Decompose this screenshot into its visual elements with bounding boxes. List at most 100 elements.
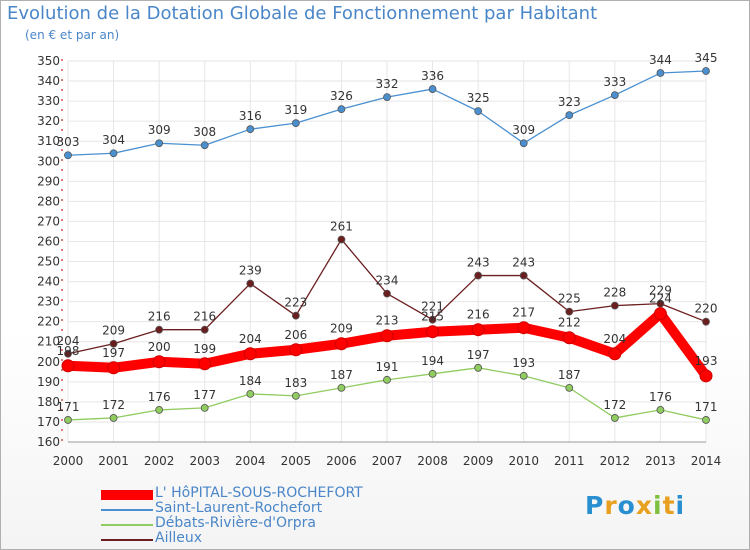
data-label-d-bats-rivi-re-d-orpra: 172 — [603, 398, 626, 412]
data-point-saint-laurent-rochefort — [337, 105, 346, 114]
data-label-saint-laurent-rochefort: 344 — [649, 53, 672, 67]
legend-item-saint-laurent-rochefort: Saint-Laurent-Rochefort — [101, 500, 441, 517]
y-tick-label: 170 — [37, 415, 60, 429]
y-tick-label: 240 — [37, 275, 60, 289]
data-label-saint-laurent-rochefort: 345 — [695, 51, 718, 65]
data-label-ailleux: 216 — [193, 310, 216, 324]
y-tick-label: 230 — [37, 295, 60, 309]
data-label-l-h-pital-sous-rochefort: 206 — [284, 328, 307, 342]
data-label-ailleux: 204 — [57, 334, 80, 348]
data-point-ailleux — [702, 317, 710, 326]
data-point-l-h-pital-sous-rochefort — [243, 347, 257, 361]
y-tick-label: 190 — [37, 375, 60, 389]
y-tick-label: 180 — [37, 395, 60, 409]
y-tick-label: 260 — [37, 234, 60, 248]
data-point-ailleux — [291, 311, 300, 320]
data-label-l-h-pital-sous-rochefort: 213 — [376, 314, 399, 328]
x-tick-label: 2011 — [554, 454, 585, 468]
y-tick-label: 330 — [37, 94, 60, 108]
data-point-l-h-pital-sous-rochefort — [152, 355, 166, 369]
data-point-d-bats-rivi-re-d-orpra — [200, 404, 209, 412]
proxiti-logo: Proxiti — [585, 491, 685, 520]
chart-legend: L' HôPITAL-SOUS-ROCHEFORT Saint-Laurent-R… — [101, 485, 441, 547]
data-label-d-bats-rivi-re-d-orpra: 171 — [57, 400, 80, 414]
x-tick-label: 2003 — [189, 454, 220, 468]
data-point-saint-laurent-rochefort — [474, 107, 483, 116]
data-label-saint-laurent-rochefort: 308 — [193, 125, 216, 139]
logo-letter: r — [604, 491, 618, 520]
data-point-d-bats-rivi-re-d-orpra — [474, 363, 483, 372]
legend-swatch — [101, 489, 153, 500]
data-point-l-h-pital-sous-rochefort — [426, 325, 440, 339]
legend-label: L' HôPITAL-SOUS-ROCHEFORT — [155, 485, 363, 501]
data-point-l-h-pital-sous-rochefort — [653, 307, 667, 321]
data-point-ailleux — [519, 271, 528, 280]
data-point-ailleux — [64, 349, 72, 358]
data-label-l-h-pital-sous-rochefort: 224 — [649, 292, 672, 306]
data-label-saint-laurent-rochefort: 326 — [330, 89, 353, 103]
logo-letter: x — [635, 491, 653, 520]
data-point-saint-laurent-rochefort — [428, 85, 437, 93]
legend-item-ailleux: Ailleux — [101, 530, 441, 547]
legend-label: Saint-Laurent-Rochefort — [155, 500, 323, 516]
data-label-ailleux: 229 — [649, 284, 672, 298]
data-label-l-h-pital-sous-rochefort: 204 — [603, 332, 626, 346]
y-tick-label: 320 — [37, 114, 60, 128]
logo-letter: i — [675, 491, 686, 520]
data-point-l-h-pital-sous-rochefort — [61, 359, 75, 373]
data-label-d-bats-rivi-re-d-orpra: 172 — [102, 398, 125, 412]
data-point-d-bats-rivi-re-d-orpra — [383, 375, 391, 384]
x-tick-label: 2004 — [235, 454, 266, 468]
data-point-ailleux — [200, 325, 209, 334]
x-tick-label: 2008 — [417, 454, 448, 468]
y-tick-label: 280 — [37, 194, 60, 208]
data-label-l-h-pital-sous-rochefort: 217 — [512, 306, 535, 320]
data-label-ailleux: 216 — [148, 310, 171, 324]
legend-item-l-h-pital-sous-rochefort: L' HôPITAL-SOUS-ROCHEFORT — [101, 485, 441, 502]
data-point-ailleux — [337, 235, 346, 244]
data-point-l-h-pital-sous-rochefort — [562, 331, 576, 345]
data-point-saint-laurent-rochefort — [610, 91, 619, 99]
line-chart: 160 170 180 190 200 210 220 230 240 250 260 270 280 2… — [37, 51, 722, 468]
data-point-saint-laurent-rochefort — [565, 111, 574, 120]
data-label-l-h-pital-sous-rochefort: 216 — [467, 308, 490, 322]
logo-letter: P — [585, 491, 605, 520]
data-label-ailleux: 220 — [695, 302, 718, 316]
data-label-ailleux: 234 — [376, 274, 399, 288]
data-point-d-bats-rivi-re-d-orpra — [337, 383, 346, 392]
data-label-saint-laurent-rochefort: 332 — [376, 77, 399, 91]
data-label-d-bats-rivi-re-d-orpra: 191 — [376, 360, 399, 374]
data-label-d-bats-rivi-re-d-orpra: 197 — [467, 348, 490, 362]
data-point-saint-laurent-rochefort — [155, 139, 164, 148]
data-point-l-h-pital-sous-rochefort — [198, 357, 212, 371]
x-tick-label: 2014 — [691, 454, 722, 468]
legend-swatch — [101, 523, 153, 526]
x-tick-label: 2001 — [98, 454, 129, 468]
data-label-d-bats-rivi-re-d-orpra: 184 — [239, 374, 262, 388]
data-point-d-bats-rivi-re-d-orpra — [246, 389, 255, 398]
data-label-l-h-pital-sous-rochefort: 215 — [421, 310, 444, 324]
data-label-saint-laurent-rochefort: 316 — [239, 109, 262, 123]
data-label-l-h-pital-sous-rochefort: 198 — [57, 344, 80, 358]
data-label-l-h-pital-sous-rochefort: 193 — [695, 354, 718, 368]
logo-letter: t — [662, 491, 676, 520]
data-label-saint-laurent-rochefort: 309 — [148, 123, 171, 137]
data-label-ailleux: 221 — [421, 300, 444, 314]
data-point-saint-laurent-rochefort — [200, 141, 209, 150]
data-point-saint-laurent-rochefort — [246, 125, 255, 134]
data-point-l-h-pital-sous-rochefort — [107, 361, 121, 375]
legend-label: Ailleux — [155, 530, 203, 546]
y-tick-label: 250 — [37, 255, 60, 269]
y-tick-label: 210 — [37, 335, 60, 349]
data-point-l-h-pital-sous-rochefort — [289, 343, 303, 357]
data-point-d-bats-rivi-re-d-orpra — [155, 406, 164, 414]
data-point-l-h-pital-sous-rochefort — [380, 329, 394, 343]
data-label-saint-laurent-rochefort: 323 — [558, 95, 581, 109]
data-label-ailleux: 243 — [467, 256, 490, 270]
data-point-d-bats-rivi-re-d-orpra — [610, 414, 619, 422]
data-point-saint-laurent-rochefort — [702, 67, 710, 75]
data-label-saint-laurent-rochefort: 304 — [102, 133, 125, 147]
data-point-saint-laurent-rochefort — [291, 119, 300, 128]
data-point-l-h-pital-sous-rochefort — [608, 347, 622, 361]
logo-letter: i — [653, 491, 663, 520]
